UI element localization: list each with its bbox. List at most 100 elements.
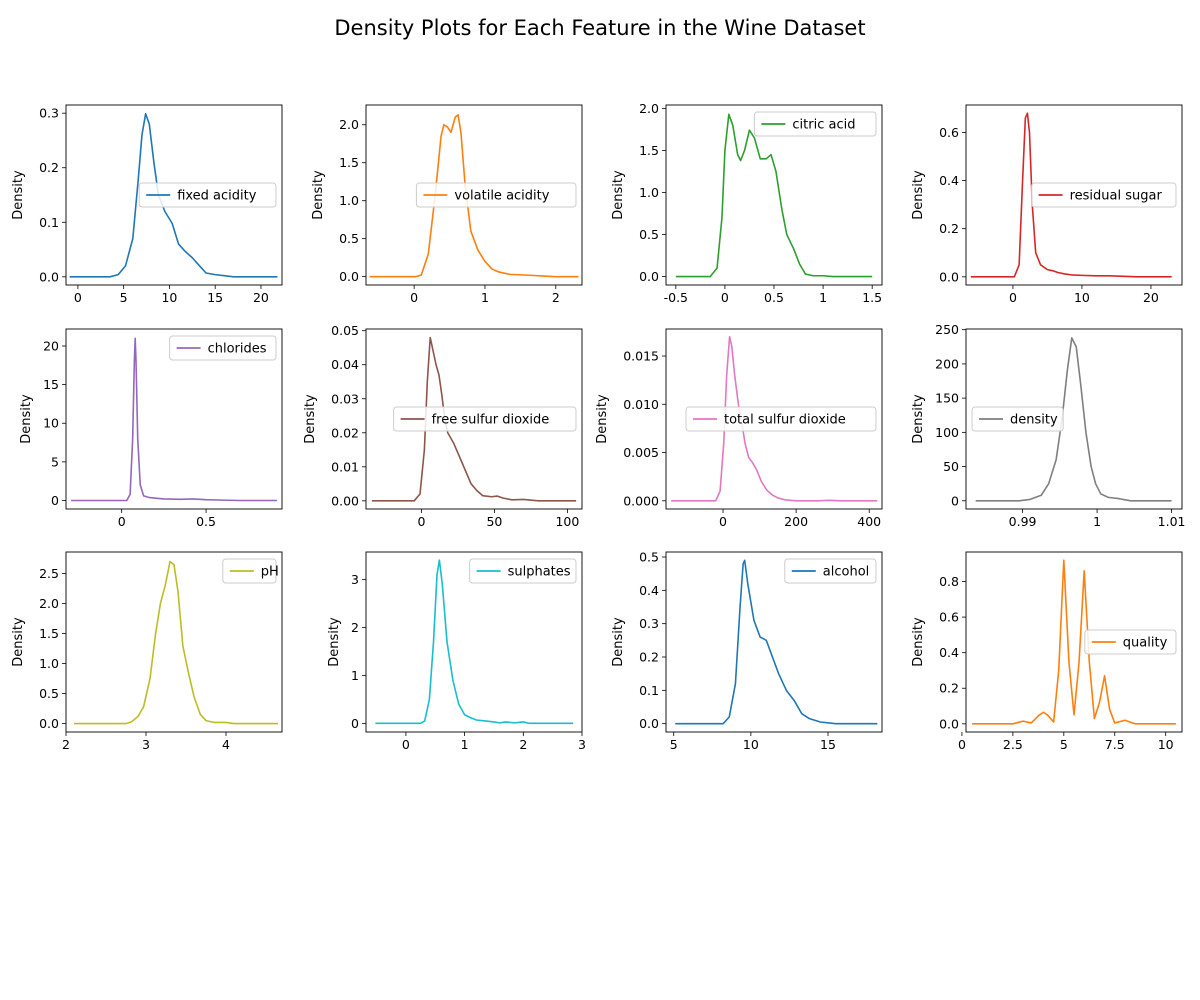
y-tick-label: 0.04 bbox=[331, 357, 359, 372]
x-tick-label: 0 bbox=[402, 737, 410, 752]
y-tick-label: 0.2 bbox=[639, 650, 659, 665]
x-tick-label: 2 bbox=[519, 737, 527, 752]
legend-label: quality bbox=[1123, 636, 1168, 651]
y-tick-label: 1 bbox=[351, 668, 359, 683]
y-tick-label: 2 bbox=[351, 620, 359, 635]
y-tick-label: 0.005 bbox=[623, 445, 659, 460]
density-line bbox=[74, 560, 278, 725]
axes-frame bbox=[65, 328, 283, 510]
x-tick-label: 1.5 bbox=[862, 290, 882, 305]
axes-frame bbox=[665, 551, 883, 733]
axes-frame bbox=[365, 104, 583, 286]
y-tick-label: 3 bbox=[351, 572, 359, 587]
y-tick-label: 0 bbox=[951, 493, 959, 508]
y-tick-label: 0.02 bbox=[331, 425, 359, 440]
density-line bbox=[71, 337, 277, 502]
y-tick-label: 0.5 bbox=[339, 231, 359, 246]
y-tick-label: 0.4 bbox=[639, 583, 659, 598]
y-tick-label: 0.05 bbox=[331, 323, 359, 338]
y-tick-label: 2.0 bbox=[339, 117, 359, 132]
y-axis-label: Density bbox=[611, 617, 626, 667]
y-axis-label: Density bbox=[327, 617, 342, 667]
x-tick-label: 400 bbox=[857, 514, 881, 529]
y-axis-label: Density bbox=[303, 394, 318, 444]
x-tick-label: 50 bbox=[486, 514, 502, 529]
axes-frame bbox=[65, 551, 283, 733]
density-line bbox=[675, 559, 878, 725]
legend-label: free sulfur dioxide bbox=[432, 413, 550, 428]
legend: fixed acidity bbox=[138, 182, 277, 208]
x-tick-label: 0 bbox=[417, 514, 425, 529]
x-tick-label: 4 bbox=[222, 737, 230, 752]
x-tick-label: 2.5 bbox=[1003, 737, 1023, 752]
legend: total sulfur dioxide bbox=[685, 406, 877, 432]
y-tick-label: 0.5 bbox=[639, 227, 659, 242]
y-tick-label: 0.0 bbox=[939, 716, 959, 731]
legend-box bbox=[971, 406, 1064, 432]
x-tick-label: 1 bbox=[819, 290, 827, 305]
subplot-total-sulfur-dioxide: 0 200 400 0.000 0.005 0.010 0.015 Density total … bbox=[595, 328, 883, 529]
density-line bbox=[671, 335, 878, 502]
y-axis-label: Density bbox=[11, 170, 26, 220]
y-axis-label: Density bbox=[311, 170, 326, 220]
x-tick-label: 5 bbox=[120, 290, 128, 305]
y-tick-label: 0.0 bbox=[339, 269, 359, 284]
x-tick-label: 2 bbox=[552, 290, 560, 305]
y-tick-label: 2.5 bbox=[39, 566, 59, 581]
legend-box bbox=[138, 182, 277, 208]
x-tick-label: 5 bbox=[1060, 737, 1068, 752]
legend: citric acid bbox=[753, 111, 877, 137]
legend: sulphates bbox=[469, 558, 577, 584]
subplot-residual-sugar: 0 10 20 0.0 0.2 0.4 0.6 Density residual sugar bbox=[911, 104, 1183, 305]
y-tick-label: 0.3 bbox=[39, 106, 59, 121]
y-tick-label: 2.0 bbox=[39, 596, 59, 611]
x-tick-label: 100 bbox=[555, 514, 579, 529]
y-tick-label: 0.3 bbox=[639, 616, 659, 631]
y-tick-label: 0.2 bbox=[39, 160, 59, 175]
legend-label: fixed acidity bbox=[177, 189, 257, 204]
legend: chlorides bbox=[169, 335, 277, 361]
x-tick-label: 20 bbox=[1143, 290, 1159, 305]
y-tick-label: 0.0 bbox=[39, 269, 59, 284]
y-axis-label: Density bbox=[911, 617, 926, 667]
axes-frame bbox=[965, 551, 1183, 733]
x-tick-label: 0 bbox=[74, 290, 82, 305]
axes-frame bbox=[365, 551, 583, 733]
y-tick-label: 0.2 bbox=[939, 221, 959, 236]
y-tick-label: 5 bbox=[51, 454, 59, 469]
legend-label: citric acid bbox=[792, 118, 855, 133]
x-tick-label: 1 bbox=[461, 737, 469, 752]
x-tick-label: 2 bbox=[62, 737, 70, 752]
legend: density bbox=[971, 406, 1064, 432]
axes-frame bbox=[65, 104, 283, 286]
axes-frame bbox=[965, 104, 1183, 286]
axes-frame bbox=[365, 328, 583, 510]
x-tick-label: 20 bbox=[253, 290, 269, 305]
y-tick-label: 10 bbox=[43, 416, 59, 431]
x-tick-label: -0.5 bbox=[664, 290, 688, 305]
legend: pH bbox=[222, 558, 279, 584]
x-tick-label: 0 bbox=[719, 514, 727, 529]
y-tick-label: 0.015 bbox=[623, 349, 659, 364]
legend: quality bbox=[1084, 629, 1177, 655]
legend-label: alcohol bbox=[823, 565, 869, 580]
subplot-density: 0.99 1 1.01 0 50 100 150 200 250 Density density bbox=[911, 322, 1185, 529]
y-tick-label: 0.5 bbox=[639, 550, 659, 565]
legend-label: total sulfur dioxide bbox=[724, 413, 846, 428]
y-tick-label: 0 bbox=[351, 716, 359, 731]
y-tick-label: 1.0 bbox=[639, 185, 659, 200]
y-tick-label: 0.1 bbox=[639, 683, 659, 698]
legend: volatile acidity bbox=[415, 182, 577, 208]
y-tick-label: 0.01 bbox=[331, 459, 359, 474]
y-tick-label: 0.00 bbox=[331, 493, 359, 508]
y-tick-label: 0.03 bbox=[331, 391, 359, 406]
legend-label: sulphates bbox=[508, 565, 571, 580]
density-line bbox=[371, 336, 577, 502]
y-tick-label: 0.0 bbox=[639, 716, 659, 731]
x-tick-label: 1 bbox=[1093, 514, 1101, 529]
density-line bbox=[975, 337, 1172, 502]
x-tick-label: 0 bbox=[721, 290, 729, 305]
legend-label: volatile acidity bbox=[454, 189, 549, 204]
